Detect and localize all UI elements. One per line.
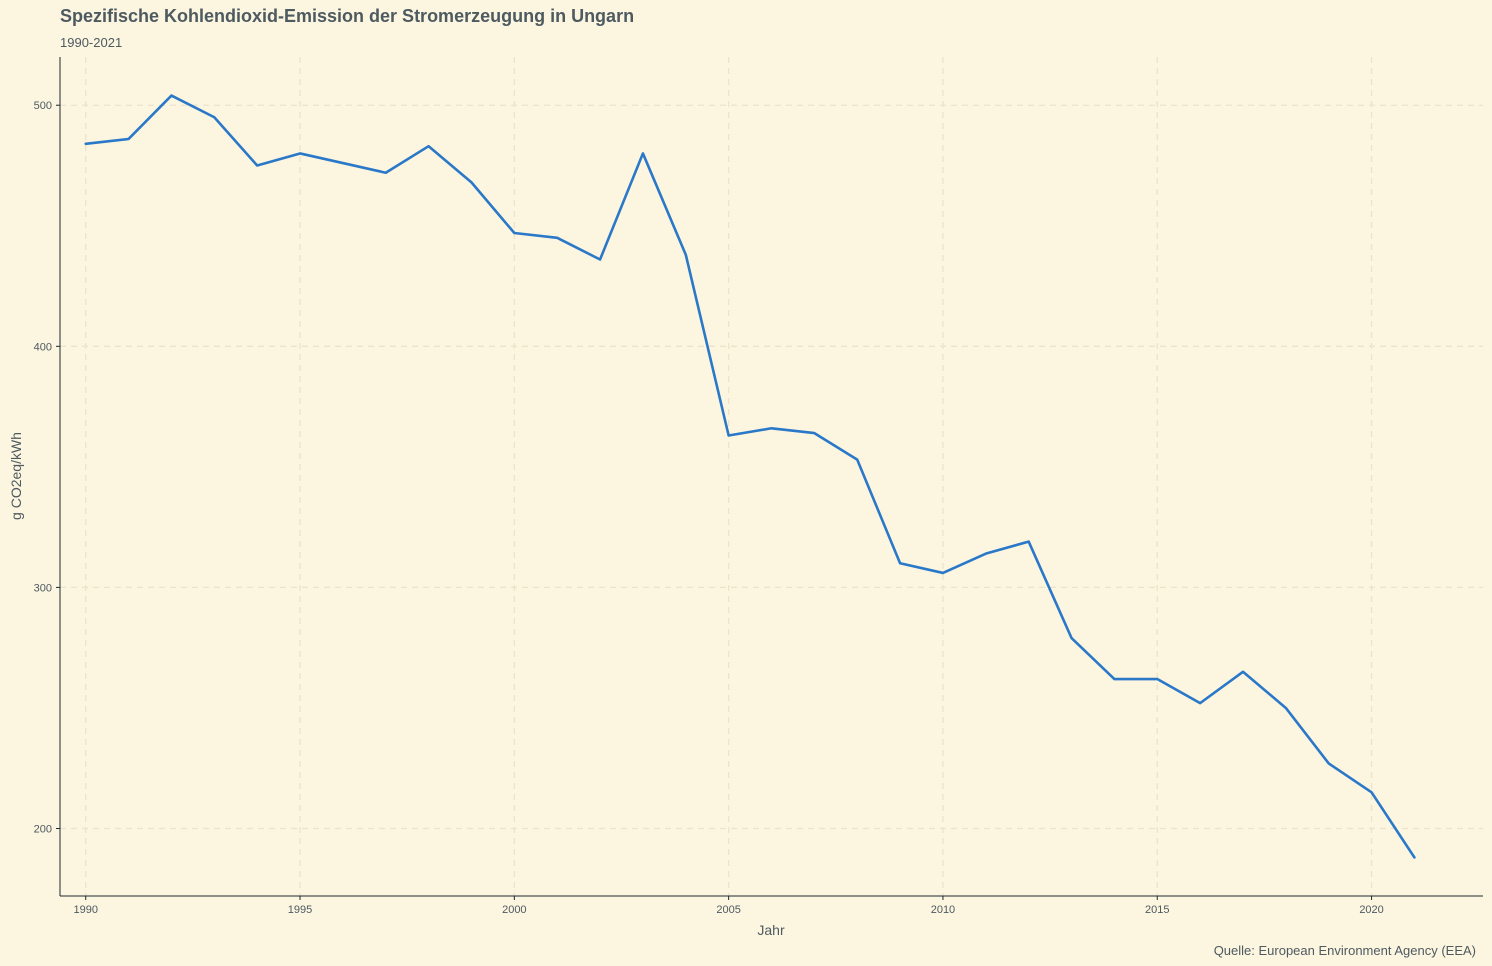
x-tick-label-2005: 2005 [716,904,740,916]
grid [60,57,1483,896]
y-tick-label-300: 300 [34,582,52,594]
y-axis-ticks: 200 300 400 500 [34,100,60,835]
y-axis-label: g CO2eq/kWh [8,432,24,520]
x-tick-label-1995: 1995 [288,904,312,916]
x-tick-label-2015: 2015 [1145,904,1169,916]
axes [59,57,1483,897]
y-tick-label-500: 500 [34,100,52,112]
y-tick-label-200: 200 [34,823,52,835]
series-line-0 [84,94,1416,859]
x-tick-label-2020: 2020 [1359,904,1383,916]
chart-title: Spezifische Kohlendioxid-Emission der St… [60,6,634,26]
y-tick-label-400: 400 [34,341,52,353]
x-tick-label-2000: 2000 [502,904,526,916]
source-caption: Quelle: European Environment Agency (EEA… [1214,943,1476,958]
x-tick-label-2010: 2010 [931,904,955,916]
x-axis-label: Jahr [757,922,785,938]
chart-subtitle: 1990-2021 [60,35,122,50]
series-group [84,94,1416,859]
x-axis-ticks: 1990 1995 2000 2005 2010 2015 2020 [73,896,1384,916]
x-tick-label-1990: 1990 [73,904,97,916]
